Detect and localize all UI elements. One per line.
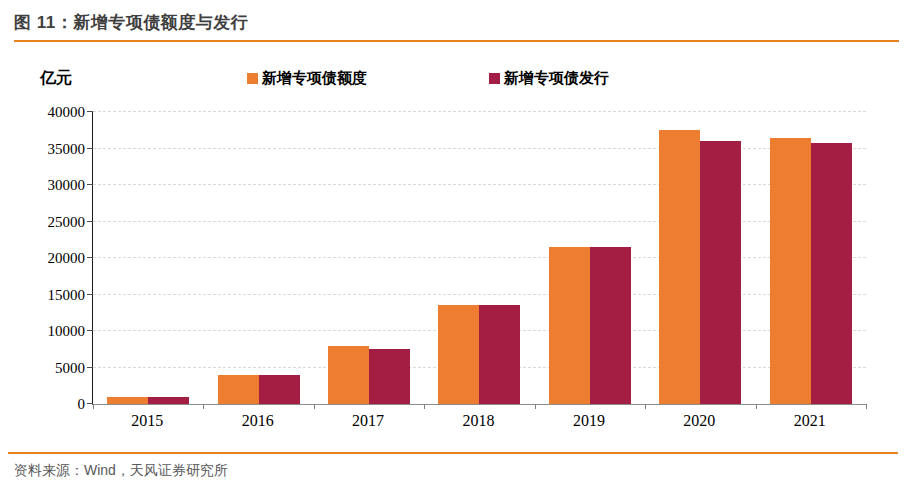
title-underline-rule (14, 40, 899, 42)
x-axis-tick (424, 404, 425, 409)
legend-swatch-issuance-icon (489, 73, 500, 84)
y-axis-tick-label: 0 (78, 397, 86, 412)
y-axis-tick-label: 35000 (48, 141, 86, 156)
y-axis-tick-label: 10000 (48, 324, 86, 339)
bar-group-2016 (203, 112, 313, 404)
x-axis-tick (756, 404, 757, 409)
source-note: 资料来源：Wind，天风证券研究所 (14, 462, 228, 480)
bar-quota-2020 (659, 130, 700, 404)
bar-quota-2021 (770, 138, 811, 404)
legend-item-quota: 新增专项债额度 (247, 69, 367, 88)
bar-issuance-2020 (700, 141, 741, 404)
legend-item-issuance: 新增专项债发行 (489, 69, 609, 88)
x-axis-label-2016: 2016 (202, 412, 312, 430)
bar-quota-2018 (438, 305, 479, 404)
bar-quota-2016 (218, 375, 259, 404)
legend-label-quota: 新增专项债额度 (262, 69, 367, 88)
x-axis-tick (203, 404, 204, 409)
bar-issuance-2018 (479, 305, 520, 404)
y-axis-tick-label: 15000 (48, 287, 86, 302)
y-axis-labels: 0500010000150002000025000300003500040000 (22, 112, 85, 404)
bar-group-2018 (424, 112, 534, 404)
bar-issuance-2016 (259, 375, 300, 404)
x-axis-label-2015: 2015 (92, 412, 202, 430)
x-axis-tick (866, 404, 867, 409)
y-axis-tick-label: 5000 (55, 360, 85, 375)
bar-quota-2017 (328, 346, 369, 404)
bar-group-2020 (645, 112, 755, 404)
y-axis-unit-label: 亿元 (40, 68, 72, 89)
bar-group-2015 (93, 112, 203, 404)
x-axis-labels: 2015201620172018201920202021 (92, 412, 865, 430)
plot-area (92, 112, 866, 405)
x-axis-label-2019: 2019 (534, 412, 644, 430)
legend-label-issuance: 新增专项债发行 (504, 69, 609, 88)
bar-quota-2015 (107, 397, 148, 404)
x-axis-label-2017: 2017 (313, 412, 423, 430)
bar-issuance-2019 (590, 247, 631, 404)
legend-swatch-quota-icon (247, 73, 258, 84)
bar-group-2017 (314, 112, 424, 404)
x-axis-tick (314, 404, 315, 409)
footer-rule (8, 452, 898, 454)
y-axis-tick-label: 30000 (48, 178, 86, 193)
figure-chart: 图 11：新增专项债额度与发行 亿元 新增专项债额度 新增专项债发行 0 5000… (0, 0, 906, 491)
bar-quota-2019 (549, 247, 590, 404)
x-axis-label-2020: 2020 (644, 412, 754, 430)
y-axis-tick-label: 40000 (48, 105, 86, 120)
figure-title: 图 11：新增专项债额度与发行 (14, 11, 248, 34)
bar-issuance-2021 (811, 143, 852, 404)
y-axis-tick-label: 25000 (48, 214, 86, 229)
x-axis-tick (645, 404, 646, 409)
bar-issuance-2017 (369, 349, 410, 404)
x-axis-tick (93, 404, 94, 409)
y-axis-tick-label: 20000 (48, 251, 86, 266)
x-axis-label-2018: 2018 (423, 412, 533, 430)
bars-container (93, 112, 866, 404)
bar-group-2021 (756, 112, 866, 404)
bar-issuance-2015 (148, 397, 189, 404)
x-axis-label-2021: 2021 (755, 412, 865, 430)
bar-group-2019 (535, 112, 645, 404)
x-axis-tick (535, 404, 536, 409)
